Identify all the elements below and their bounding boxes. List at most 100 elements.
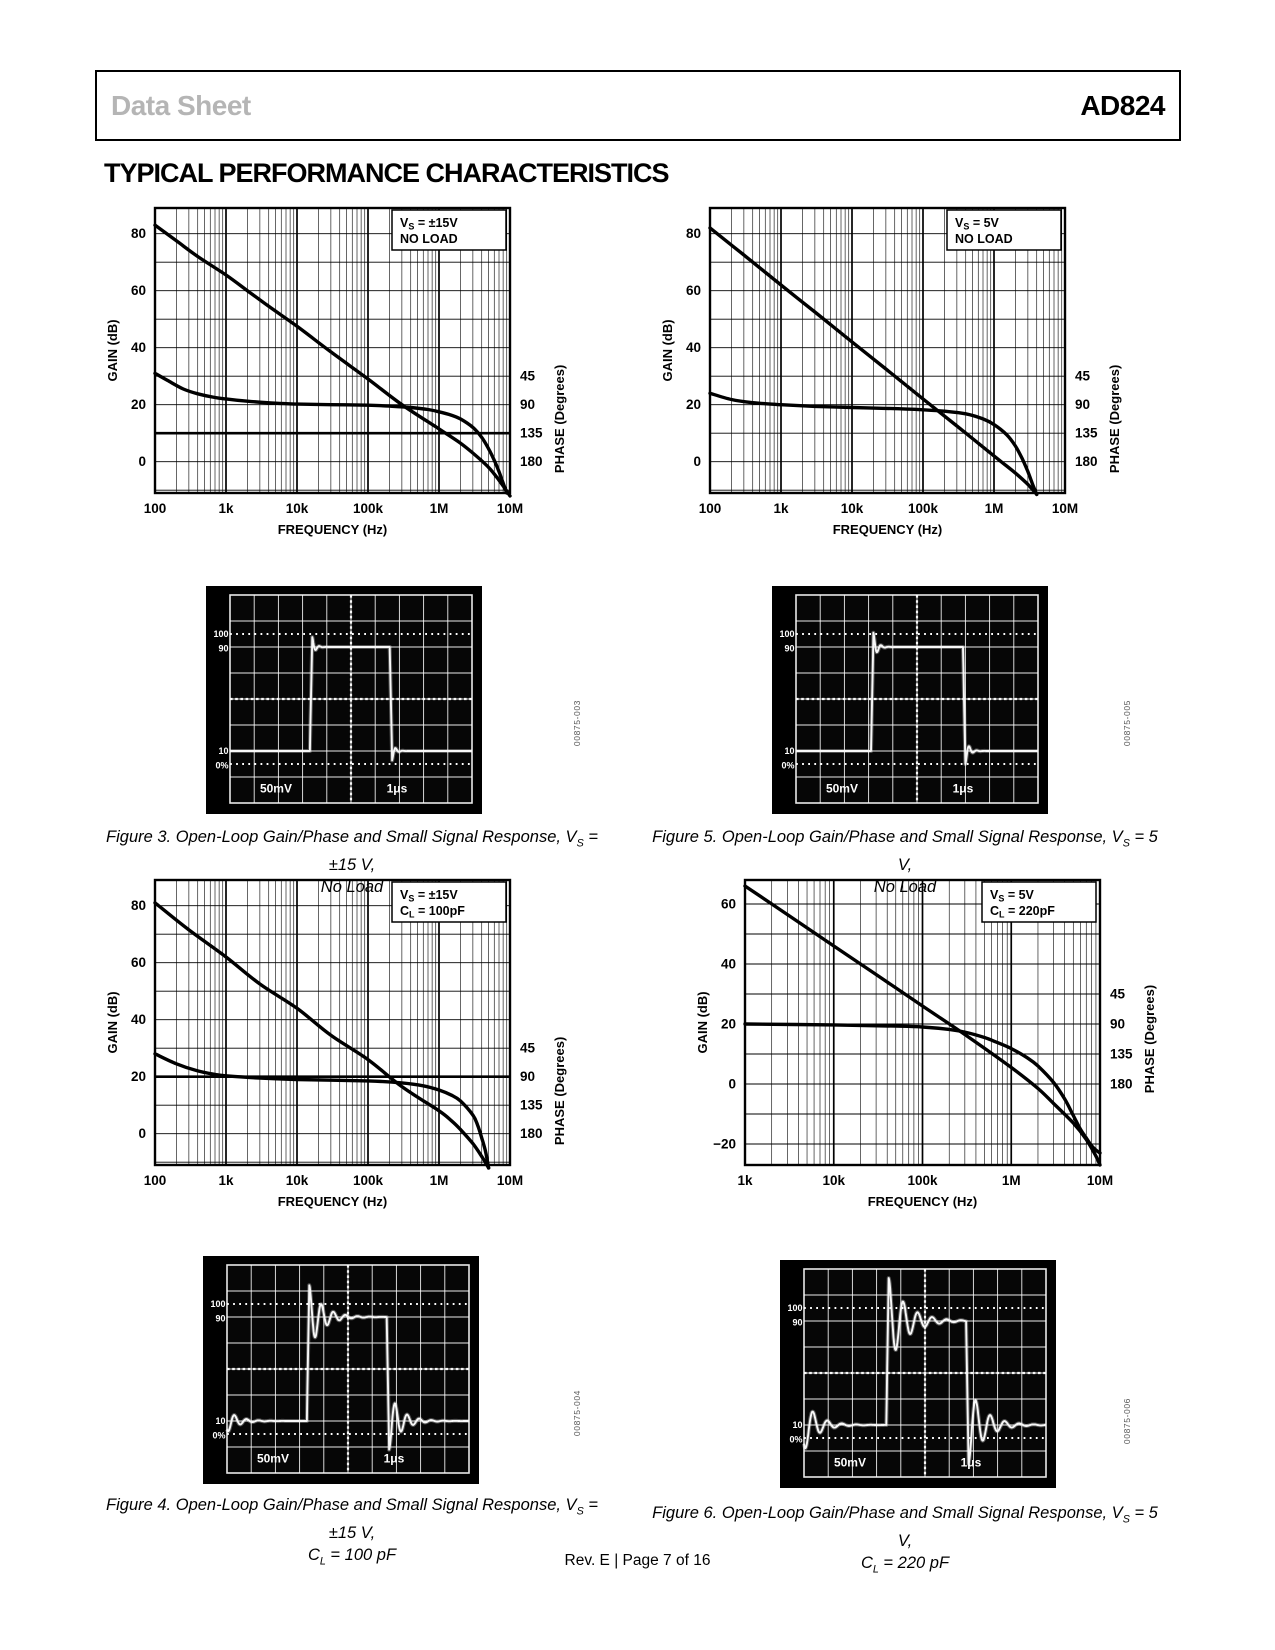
svg-text:100k: 100k bbox=[353, 1173, 384, 1188]
svg-text:45: 45 bbox=[520, 369, 536, 384]
svg-text:10: 10 bbox=[792, 1420, 802, 1430]
svg-text:1μs: 1μs bbox=[953, 782, 974, 796]
svg-text:PHASE (Degrees): PHASE (Degrees) bbox=[552, 1037, 567, 1145]
svg-text:1k: 1k bbox=[773, 501, 789, 516]
svg-text:10M: 10M bbox=[497, 1173, 523, 1188]
svg-text:VS = ±15V: VS = ±15V bbox=[400, 216, 458, 232]
svg-text:40: 40 bbox=[131, 340, 146, 355]
figure4-watermark: 00875-004 bbox=[572, 1390, 582, 1437]
figure6-watermark: 00875-006 bbox=[1122, 1398, 1132, 1445]
svg-text:GAIN (dB): GAIN (dB) bbox=[105, 319, 120, 381]
svg-text:90: 90 bbox=[218, 643, 228, 653]
svg-text:180: 180 bbox=[520, 454, 543, 469]
svg-text:VS = 5V: VS = 5V bbox=[990, 888, 1035, 904]
svg-text:50mV: 50mV bbox=[826, 782, 858, 796]
svg-text:100: 100 bbox=[144, 501, 167, 516]
svg-text:1M: 1M bbox=[1002, 1173, 1021, 1188]
svg-text:10k: 10k bbox=[822, 1173, 845, 1188]
svg-text:90: 90 bbox=[792, 1317, 802, 1327]
svg-text:135: 135 bbox=[1110, 1047, 1133, 1062]
svg-text:80: 80 bbox=[131, 226, 146, 241]
svg-text:100: 100 bbox=[213, 629, 228, 639]
svg-text:FREQUENCY (Hz): FREQUENCY (Hz) bbox=[833, 522, 943, 537]
svg-text:50mV: 50mV bbox=[257, 1452, 289, 1466]
svg-text:1M: 1M bbox=[985, 501, 1004, 516]
svg-text:50mV: 50mV bbox=[260, 782, 292, 796]
svg-text:1M: 1M bbox=[430, 1173, 449, 1188]
svg-text:NO LOAD: NO LOAD bbox=[955, 232, 1013, 246]
svg-text:80: 80 bbox=[686, 226, 701, 241]
svg-text:CL = 100pF: CL = 100pF bbox=[400, 904, 465, 920]
svg-text:100: 100 bbox=[787, 1303, 802, 1313]
svg-text:100: 100 bbox=[144, 1173, 167, 1188]
svg-text:GAIN (dB): GAIN (dB) bbox=[695, 991, 710, 1053]
scope-photo-figure5: 100 90 10 0% 50mV 1μs bbox=[772, 586, 1048, 814]
figure6-caption-line2: CL = 220 pF bbox=[860, 1554, 950, 1576]
svg-text:100k: 100k bbox=[907, 1173, 938, 1188]
svg-text:90: 90 bbox=[215, 1313, 225, 1323]
figure3-caption-line2: No Load bbox=[320, 878, 384, 897]
figure6-caption: Figure 6. Open-Loop Gain/Phase and Small… bbox=[645, 1502, 1165, 1581]
svg-text:90: 90 bbox=[1075, 397, 1090, 412]
svg-text:0%: 0% bbox=[781, 760, 794, 770]
svg-text:10: 10 bbox=[784, 746, 794, 756]
svg-text:PHASE (Degrees): PHASE (Degrees) bbox=[552, 365, 567, 473]
svg-text:180: 180 bbox=[1075, 454, 1098, 469]
svg-text:180: 180 bbox=[520, 1126, 543, 1141]
svg-text:60: 60 bbox=[686, 283, 701, 298]
scope-photo-figure4: 100 90 10 0% 50mV 1μs bbox=[203, 1256, 479, 1484]
svg-text:40: 40 bbox=[131, 1012, 146, 1027]
svg-text:0%: 0% bbox=[215, 760, 228, 770]
svg-text:0: 0 bbox=[728, 1077, 736, 1092]
svg-text:CL = 220pF: CL = 220pF bbox=[990, 904, 1055, 920]
svg-text:−20: −20 bbox=[713, 1137, 736, 1152]
svg-text:135: 135 bbox=[1075, 426, 1098, 441]
svg-text:100k: 100k bbox=[908, 501, 939, 516]
svg-text:1μs: 1μs bbox=[384, 1452, 405, 1466]
page-header: Data Sheet AD824 bbox=[95, 70, 1181, 141]
svg-text:20: 20 bbox=[131, 1069, 146, 1084]
svg-text:90: 90 bbox=[520, 397, 535, 412]
svg-text:90: 90 bbox=[784, 643, 794, 653]
svg-text:20: 20 bbox=[721, 1017, 736, 1032]
figure3-caption: Figure 3. Open-Loop Gain/Phase and Small… bbox=[92, 826, 612, 898]
svg-text:60: 60 bbox=[721, 897, 736, 912]
figure6-caption-line1: Figure 6. Open-Loop Gain/Phase and Small… bbox=[652, 1504, 1158, 1551]
svg-text:0: 0 bbox=[138, 1126, 146, 1141]
svg-text:PHASE (Degrees): PHASE (Degrees) bbox=[1142, 985, 1157, 1093]
svg-text:180: 180 bbox=[1110, 1077, 1133, 1092]
svg-text:60: 60 bbox=[131, 955, 146, 970]
svg-text:100k: 100k bbox=[353, 501, 384, 516]
svg-text:10: 10 bbox=[215, 1416, 225, 1426]
svg-text:100: 100 bbox=[210, 1299, 225, 1309]
svg-text:PHASE (Degrees): PHASE (Degrees) bbox=[1107, 365, 1122, 473]
svg-text:VS = 5V: VS = 5V bbox=[955, 216, 1000, 232]
svg-text:60: 60 bbox=[131, 283, 146, 298]
figure4-caption: Figure 4. Open-Loop Gain/Phase and Small… bbox=[92, 1494, 612, 1573]
svg-text:40: 40 bbox=[686, 340, 701, 355]
figure3-caption-line1: Figure 3. Open-Loop Gain/Phase and Small… bbox=[106, 828, 598, 875]
svg-text:10M: 10M bbox=[497, 501, 523, 516]
svg-text:0: 0 bbox=[693, 454, 701, 469]
svg-text:0: 0 bbox=[138, 454, 146, 469]
scope-photo-figure3: 100 90 10 0% 50mV 1μs bbox=[206, 586, 482, 814]
svg-text:40: 40 bbox=[721, 957, 736, 972]
svg-text:45: 45 bbox=[1110, 987, 1126, 1002]
figure4-caption-line1: Figure 4. Open-Loop Gain/Phase and Small… bbox=[106, 1496, 598, 1543]
svg-text:0%: 0% bbox=[212, 1430, 225, 1440]
svg-text:20: 20 bbox=[686, 397, 701, 412]
doc-type-label: Data Sheet bbox=[111, 89, 251, 121]
scope-photo-figure6: 100 90 10 0% 50mV 1μs bbox=[780, 1260, 1056, 1488]
figure3-watermark: 00875-003 bbox=[572, 700, 582, 747]
svg-text:1k: 1k bbox=[737, 1173, 753, 1188]
svg-text:0%: 0% bbox=[789, 1434, 802, 1444]
svg-text:135: 135 bbox=[520, 1098, 543, 1113]
svg-text:GAIN (dB): GAIN (dB) bbox=[660, 319, 675, 381]
svg-text:FREQUENCY (Hz): FREQUENCY (Hz) bbox=[868, 1194, 978, 1209]
svg-text:FREQUENCY (Hz): FREQUENCY (Hz) bbox=[278, 1194, 388, 1209]
section-title: TYPICAL PERFORMANCE CHARACTERISTICS bbox=[104, 158, 670, 188]
